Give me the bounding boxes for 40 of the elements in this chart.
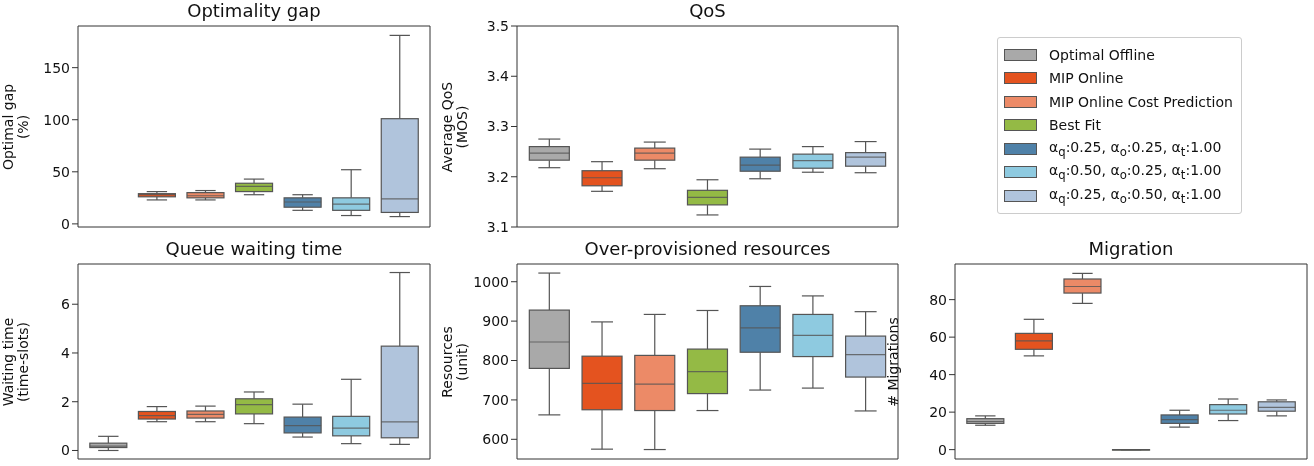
y-tick-label: 50 (52, 163, 70, 180)
legend-label: α$_{q}$:0.25, α$_{o}$:0.50, α$_{t}$:1.00 (1049, 185, 1222, 206)
y-tick-label: 40 (929, 366, 947, 383)
y-tick-label: 4 (61, 344, 71, 361)
legend-label: MIP Online Cost Prediction (1049, 93, 1233, 110)
y-tick-label: 80 (929, 291, 947, 308)
y-axis-title: Optimal gap (%) (0, 83, 31, 170)
y-tick-label: 3.4 (486, 68, 510, 85)
y-tick-label: 150 (43, 59, 70, 76)
y-tick-label: 100 (43, 111, 70, 128)
y-tick-label: 0 (61, 215, 70, 232)
y-tick-label: 600 (482, 431, 509, 448)
y-tick-label: 0 (61, 442, 70, 459)
y-tick-label: 1000 (473, 273, 509, 290)
y-tick-label: 3.1 (486, 218, 509, 235)
legend-label: α$_{q}$:0.25, α$_{o}$:0.25, α$_{t}$:1.00 (1049, 138, 1222, 159)
y-tick-label: 800 (482, 352, 509, 369)
y-tick-label: 20 (929, 404, 947, 421)
y-axis-title: Waiting time (time-slots) (0, 317, 31, 406)
y-tick-label: 60 (929, 329, 947, 346)
chart-title: Optimality gap (186, 0, 322, 21)
y-axis-title: Resources (unit) (439, 325, 470, 398)
chart-title: Over-provisioned resources (583, 238, 832, 259)
y-tick-label: 6 (61, 296, 71, 313)
y-axis-title: Average QoS (MOS) (439, 81, 470, 172)
y-tick-label: 3.5 (486, 17, 509, 34)
y-tick-label: 0 (938, 441, 947, 458)
y-tick-label: 900 (482, 313, 509, 330)
chart-title: Queue waiting time (164, 238, 344, 259)
y-tick-label: 3.3 (486, 118, 509, 135)
y-tick-label: 2 (61, 393, 70, 410)
y-axis-title: # Migrations (884, 316, 901, 407)
legend-label: Best Fit (1049, 117, 1101, 134)
legend-label: MIP Online (1049, 70, 1124, 87)
legend-label: Optimal Offline (1049, 46, 1155, 63)
chart-title: QoS (688, 0, 727, 21)
legend-label: α$_{q}$:0.50, α$_{o}$:0.25, α$_{t}$:1.00 (1049, 162, 1222, 183)
y-tick-label: 3.2 (486, 168, 509, 185)
chart-title: Migration (1087, 238, 1175, 259)
y-tick-label: 700 (482, 391, 509, 408)
